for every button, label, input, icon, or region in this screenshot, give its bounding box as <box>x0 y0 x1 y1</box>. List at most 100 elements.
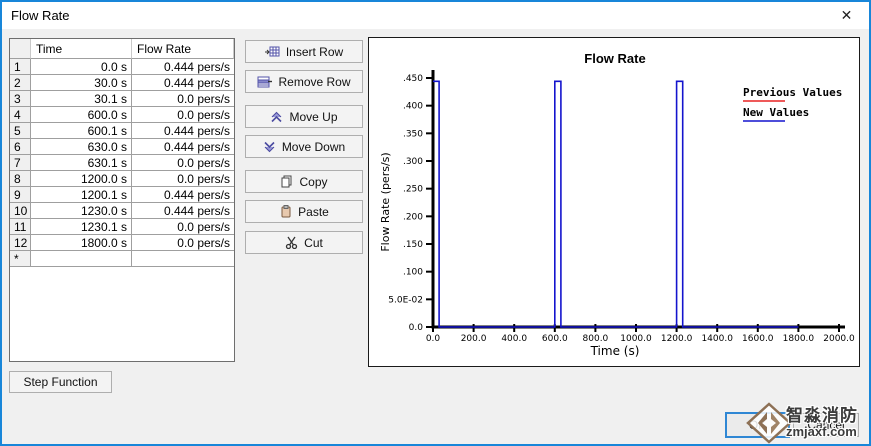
flow-rate-cell[interactable]: 0.444 pers/s <box>132 139 234 155</box>
row-number[interactable]: 7 <box>10 155 31 171</box>
row-number[interactable]: 11 <box>10 219 31 235</box>
move-down-button[interactable]: Move Down <box>245 135 363 158</box>
row-number[interactable]: 3 <box>10 91 31 107</box>
table-row: 7 630.1 s 0.0 pers/s <box>10 155 234 171</box>
table-corner-cell[interactable] <box>10 39 31 59</box>
svg-text:Time (s): Time (s) <box>590 344 640 358</box>
svg-text:400.0: 400.0 <box>501 334 527 344</box>
remove-row-button[interactable]: Remove Row <box>245 70 363 93</box>
cut-button[interactable]: Cut <box>245 231 363 254</box>
svg-text:.200: .200 <box>403 212 423 222</box>
time-cell[interactable]: 1800.0 s <box>31 235 132 251</box>
cut-icon <box>286 236 298 249</box>
ok-label: OK <box>748 418 767 432</box>
paste-button[interactable]: Paste <box>245 200 363 223</box>
time-cell[interactable]: 630.1 s <box>31 155 132 171</box>
table-row: 9 1200.1 s 0.444 pers/s <box>10 187 234 203</box>
flow-rate-cell[interactable]: 0.444 pers/s <box>132 187 234 203</box>
svg-text:.100: .100 <box>403 268 423 278</box>
time-cell[interactable]: 1200.0 s <box>31 171 132 187</box>
flow-rate-cell[interactable]: 0.0 pers/s <box>132 235 234 251</box>
row-number[interactable]: 6 <box>10 139 31 155</box>
svg-text:.400: .400 <box>403 102 423 112</box>
row-number[interactable]: 2 <box>10 75 31 91</box>
row-number[interactable]: 9 <box>10 187 31 203</box>
move-up-button[interactable]: Move Up <box>245 105 363 128</box>
flow-rate-cell[interactable]: 0.0 pers/s <box>132 155 234 171</box>
ok-button[interactable]: OK <box>725 412 790 438</box>
svg-text:.250: .250 <box>403 185 423 195</box>
table-row: 10 1230.0 s 0.444 pers/s <box>10 203 234 219</box>
flow-rate-cell[interactable]: 0.0 pers/s <box>132 107 234 123</box>
flow-rate-cell[interactable]: 0.444 pers/s <box>132 59 234 75</box>
time-cell[interactable]: 1230.0 s <box>31 203 132 219</box>
column-header-time[interactable]: Time <box>31 39 132 59</box>
flow-rate-cell[interactable]: 0.444 pers/s <box>132 75 234 91</box>
flow-rate-chart: Flow Rate 0.0 200.0 400.0 600.0 800.0 1000.0 12… <box>368 37 860 367</box>
row-number[interactable]: 12 <box>10 235 31 251</box>
insert-row-icon <box>264 46 280 56</box>
copy-icon <box>281 175 292 188</box>
move-down-icon <box>264 141 275 152</box>
table-row: 2 30.0 s 0.444 pers/s <box>10 75 234 91</box>
time-cell[interactable]: 0.0 s <box>31 59 132 75</box>
paste-icon <box>281 205 291 218</box>
svg-text:1800.0: 1800.0 <box>783 334 815 344</box>
table-row: 6 630.0 s 0.444 pers/s <box>10 139 234 155</box>
time-cell[interactable]: 30.0 s <box>31 75 132 91</box>
svg-text:0.0: 0.0 <box>409 323 424 333</box>
step-function-button[interactable]: Step Function <box>9 371 112 393</box>
flow-rate-cell[interactable]: 0.444 pers/s <box>132 203 234 219</box>
flow-rate-cell[interactable]: 0.0 pers/s <box>132 91 234 107</box>
time-cell[interactable]: 600.0 s <box>31 107 132 123</box>
table-row: 11 1230.1 s 0.0 pers/s <box>10 219 234 235</box>
svg-text:2000.0: 2000.0 <box>823 334 855 344</box>
svg-text:New Values: New Values <box>743 106 809 119</box>
cancel-button[interactable]: Cancel <box>793 413 859 437</box>
time-cell[interactable] <box>31 251 132 267</box>
svg-text:1000.0: 1000.0 <box>620 334 652 344</box>
table-body: 1 0.0 s 0.444 pers/s 2 30.0 s 0.444 pers/s 3 30… <box>10 59 234 267</box>
column-header-flow-rate[interactable]: Flow Rate <box>132 39 234 59</box>
row-number[interactable]: 5 <box>10 123 31 139</box>
row-number[interactable]: 1 <box>10 59 31 75</box>
flow-rate-cell[interactable]: 0.0 pers/s <box>132 219 234 235</box>
titlebar: Flow Rate <box>2 2 869 29</box>
svg-text:5.0E-02: 5.0E-02 <box>388 295 423 305</box>
svg-text:1200.0: 1200.0 <box>661 334 693 344</box>
time-cell[interactable]: 30.1 s <box>31 91 132 107</box>
svg-text:0.0: 0.0 <box>426 334 441 344</box>
time-cell[interactable]: 1230.1 s <box>31 219 132 235</box>
svg-text:.350: .350 <box>403 129 423 139</box>
svg-text:.150: .150 <box>403 240 423 250</box>
svg-text:1400.0: 1400.0 <box>701 334 733 344</box>
window-title: Flow Rate <box>11 8 70 23</box>
table-header-row: Time Flow Rate <box>10 39 234 59</box>
time-cell[interactable]: 600.1 s <box>31 123 132 139</box>
flow-table: Time Flow Rate 1 0.0 s 0.444 pers/s 2 30.0 s… <box>9 38 235 362</box>
time-cell[interactable]: 1200.1 s <box>31 187 132 203</box>
remove-row-icon <box>257 76 273 87</box>
close-icon[interactable]: ✕ <box>840 7 853 23</box>
row-number[interactable]: 4 <box>10 107 31 123</box>
flow-rate-cell[interactable] <box>132 251 234 267</box>
move-down-label: Move Down <box>281 139 346 154</box>
svg-text:.300: .300 <box>403 157 423 167</box>
copy-button[interactable]: Copy <box>245 170 363 193</box>
svg-text:1600.0: 1600.0 <box>742 334 774 344</box>
insert-row-button[interactable]: Insert Row <box>245 40 363 63</box>
svg-text:Flow Rate: Flow Rate <box>584 51 645 66</box>
row-number[interactable]: 10 <box>10 203 31 219</box>
table-row: 4 600.0 s 0.0 pers/s <box>10 107 234 123</box>
time-cell[interactable]: 630.0 s <box>31 139 132 155</box>
row-number[interactable]: * <box>10 251 31 267</box>
table-row: 5 600.1 s 0.444 pers/s <box>10 123 234 139</box>
flow-rate-cell[interactable]: 0.0 pers/s <box>132 171 234 187</box>
remove-row-label: Remove Row <box>278 74 351 89</box>
flow-rate-cell[interactable]: 0.444 pers/s <box>132 123 234 139</box>
svg-text:200.0: 200.0 <box>461 334 487 344</box>
table-row: 8 1200.0 s 0.0 pers/s <box>10 171 234 187</box>
cancel-label: Cancel <box>807 418 845 432</box>
row-number[interactable]: 8 <box>10 171 31 187</box>
